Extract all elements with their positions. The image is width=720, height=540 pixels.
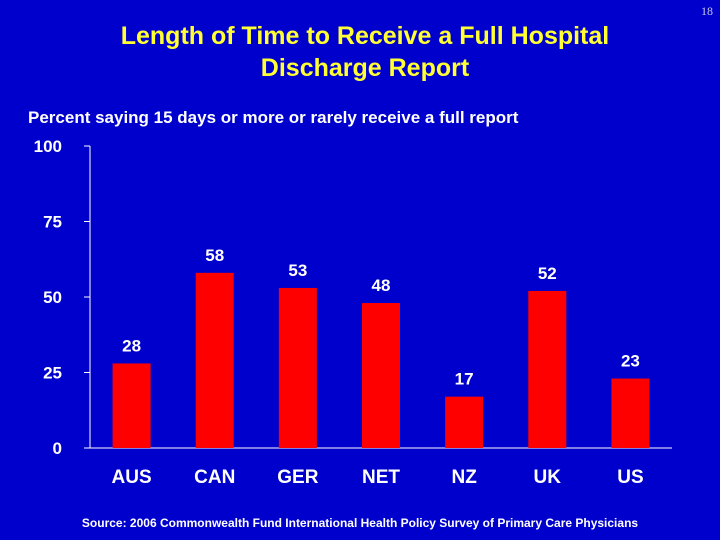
data-label: 17 bbox=[455, 370, 474, 389]
page-number: 18 bbox=[701, 4, 713, 18]
data-label: 58 bbox=[205, 246, 224, 265]
bar-can bbox=[195, 272, 234, 448]
axis-layer: 0 25 50 75 100 bbox=[34, 137, 672, 458]
category-label: NZ bbox=[451, 467, 477, 488]
source-note: Source: 2006 Commonwealth Fund Internati… bbox=[81, 516, 639, 530]
y-tick-label: 25 bbox=[43, 364, 62, 383]
category-label: GER bbox=[277, 467, 318, 488]
y-tick-label: 100 bbox=[34, 137, 62, 156]
bar-aus bbox=[112, 363, 151, 448]
bar-us bbox=[611, 378, 650, 448]
chart-title: Length of Time to Receive a Full Hospita… bbox=[120, 22, 610, 82]
bar-net bbox=[362, 303, 400, 448]
data-label: 28 bbox=[122, 336, 141, 355]
bar-layer bbox=[112, 272, 650, 448]
category-label: AUS bbox=[112, 467, 152, 488]
bar-nz bbox=[445, 396, 484, 448]
category-label: UK bbox=[534, 467, 562, 488]
chart-subtitle: Percent saying 15 days or more or rarely… bbox=[28, 108, 519, 127]
bar-uk bbox=[528, 290, 567, 448]
data-label: 53 bbox=[288, 261, 307, 280]
y-tick-label: 50 bbox=[43, 288, 62, 307]
label-layer: AUS 28 CAN 58 GER 53 NET 48 NZ 17 UK 52 US 23 bbox=[112, 246, 644, 488]
y-tick-label: 0 bbox=[53, 439, 62, 458]
category-label: CAN bbox=[194, 467, 235, 488]
data-label: 48 bbox=[372, 276, 391, 295]
y-tick-label: 75 bbox=[43, 213, 62, 232]
data-label: 52 bbox=[538, 264, 557, 283]
data-label: 23 bbox=[621, 352, 640, 371]
category-label: US bbox=[617, 467, 643, 488]
category-label: NET bbox=[362, 467, 400, 488]
bar-ger bbox=[278, 287, 317, 448]
